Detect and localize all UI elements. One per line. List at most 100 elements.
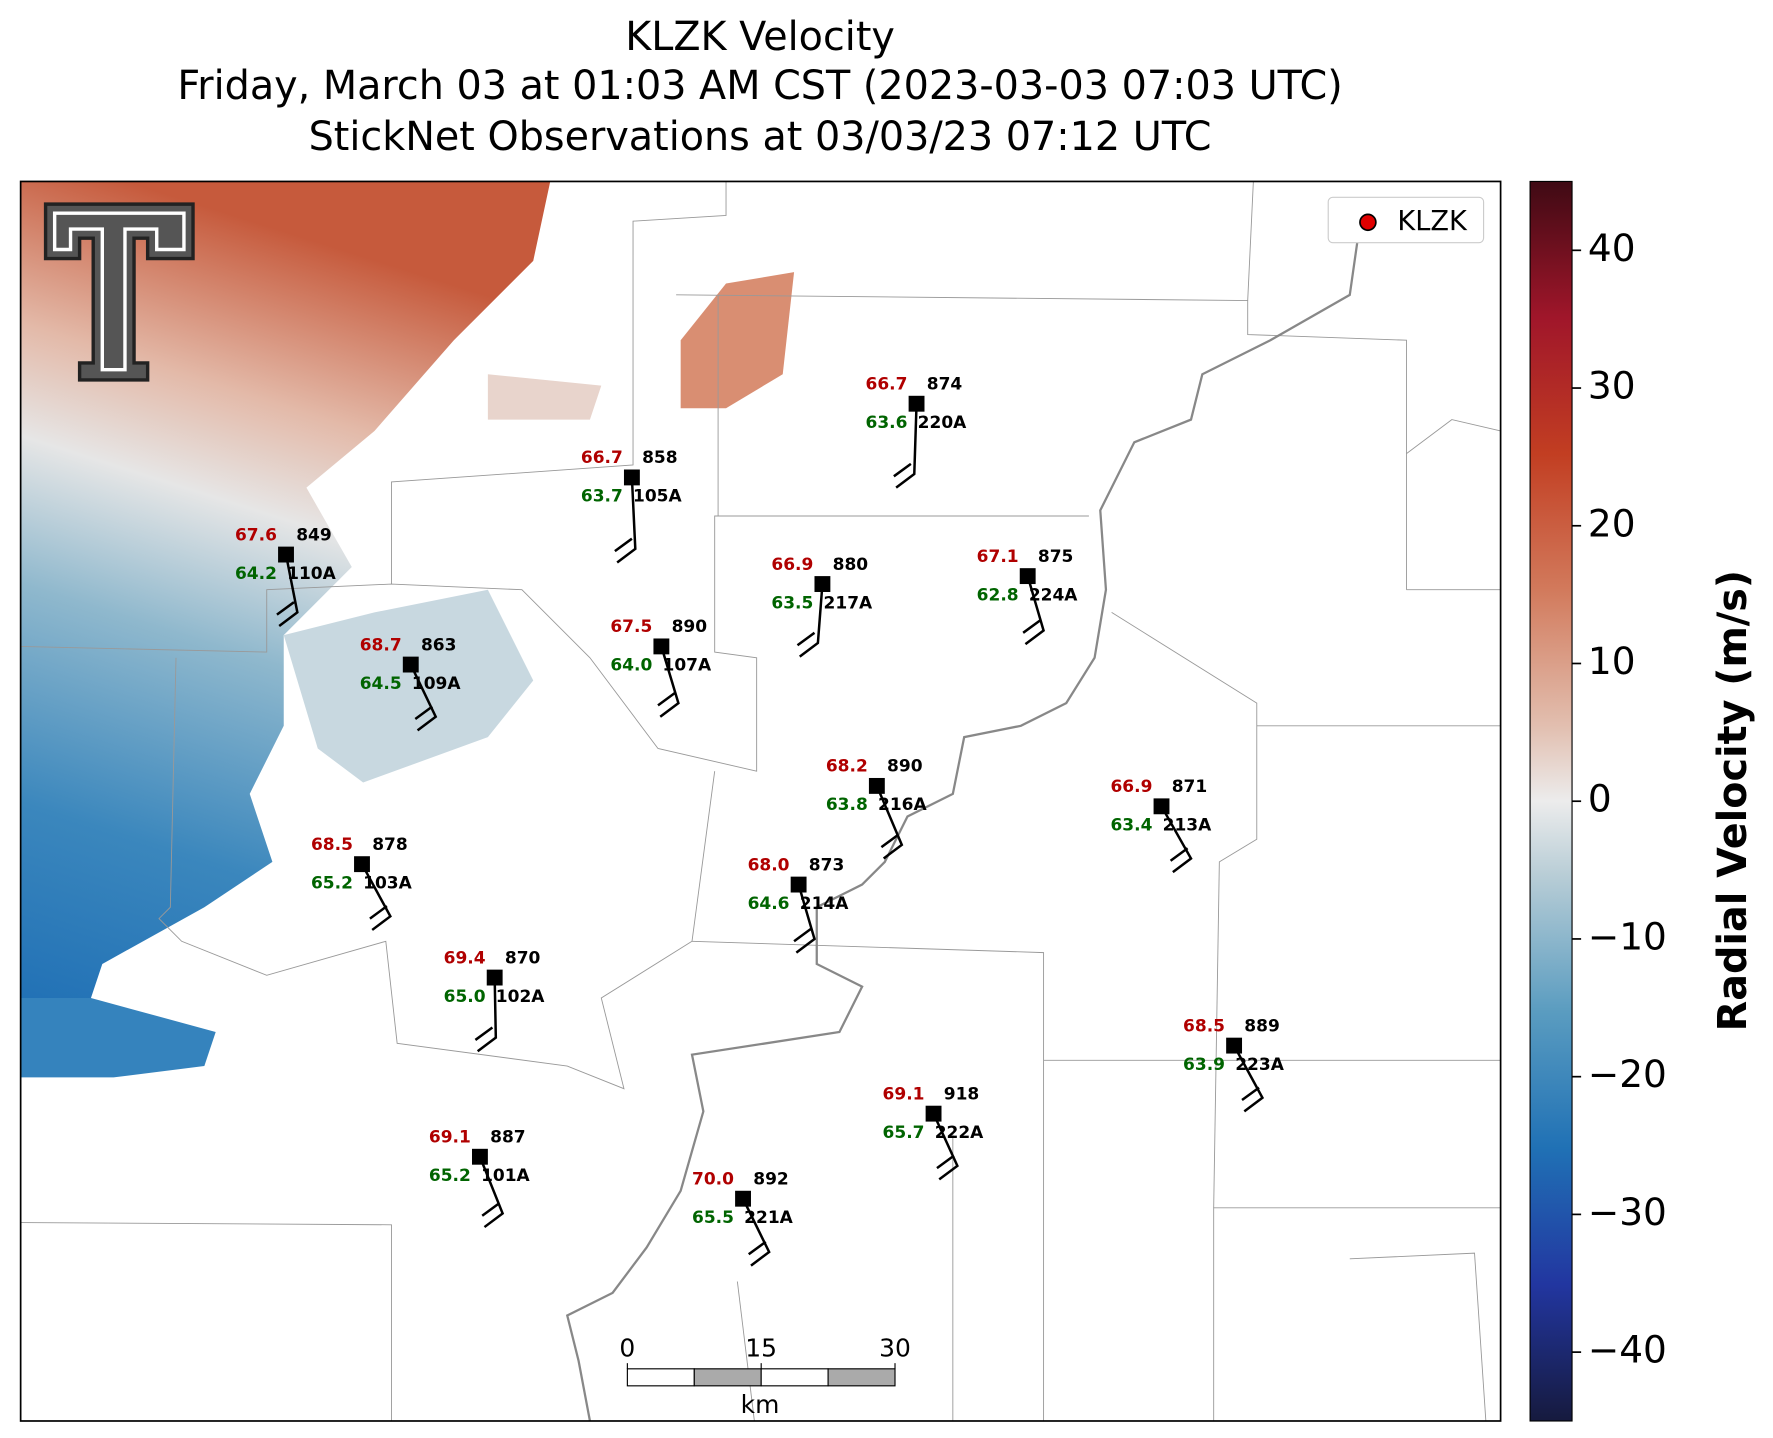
colorbar-tick-label: 0 xyxy=(1588,777,1612,821)
temperature: 66.9 xyxy=(771,555,813,575)
dewpoint: 63.8 xyxy=(826,795,868,815)
station-id: 216A xyxy=(878,795,927,815)
subtitle: StickNet Observations at 03/03/23 07:12 … xyxy=(309,114,1212,160)
temperature: 68.7 xyxy=(360,635,402,655)
station-id: 103A xyxy=(363,873,412,893)
dewpoint: 65.5 xyxy=(692,1208,734,1228)
pressure: 890 xyxy=(887,757,923,777)
scale-tick-label: 30 xyxy=(879,1334,911,1363)
station-marker xyxy=(471,1148,488,1165)
echo-area xyxy=(680,272,795,409)
dewpoint: 65.7 xyxy=(883,1123,925,1143)
pressure: 874 xyxy=(927,374,963,394)
station-marker xyxy=(868,777,885,794)
wind-barb xyxy=(1232,1045,1265,1113)
logo xyxy=(43,202,195,382)
wind-barb xyxy=(741,1198,771,1267)
colorbar-tick-label: −30 xyxy=(1588,1190,1667,1234)
pressure: 870 xyxy=(505,948,541,968)
temperature: 69.1 xyxy=(883,1084,925,1104)
temperature: 67.5 xyxy=(610,617,652,637)
title: KLZK Velocity xyxy=(625,14,895,60)
legend: KLZK xyxy=(1327,196,1485,244)
pressure: 858 xyxy=(642,448,678,468)
colorbar-tick-label: 30 xyxy=(1588,364,1636,408)
pressure: 892 xyxy=(753,1169,789,1189)
dewpoint: 65.2 xyxy=(311,873,353,893)
wind-barb xyxy=(893,403,918,489)
temperature: 70.0 xyxy=(692,1169,734,1189)
pressure: 849 xyxy=(296,525,331,545)
wind-barb xyxy=(657,646,680,718)
temperature: 67.1 xyxy=(977,547,1019,567)
station-marker xyxy=(402,656,419,673)
scale-segment xyxy=(693,1368,762,1387)
legend-marker xyxy=(1359,213,1377,232)
colorbar-tick-label: 20 xyxy=(1588,501,1636,545)
station-marker xyxy=(1153,798,1170,815)
pressure: 871 xyxy=(1172,777,1208,797)
station-id: 102A xyxy=(496,987,545,1007)
colorbar-tick-label: −40 xyxy=(1588,1328,1667,1372)
scale-segment xyxy=(760,1368,829,1387)
station-marker xyxy=(908,395,925,412)
dewpoint: 64.5 xyxy=(360,674,402,694)
temperature: 67.6 xyxy=(235,525,277,545)
dewpoint: 63.9 xyxy=(1183,1055,1225,1075)
temperature: 68.0 xyxy=(748,855,790,875)
colorbar-tick-label: 40 xyxy=(1588,226,1636,270)
pressure: 878 xyxy=(372,835,408,855)
pressure: 863 xyxy=(421,635,457,655)
temperature: 68.5 xyxy=(311,835,353,855)
station-id: 214A xyxy=(800,894,849,914)
station-marker xyxy=(1226,1037,1243,1054)
dewpoint: 63.7 xyxy=(581,487,623,507)
legend-label: KLZK xyxy=(1397,206,1468,237)
scale-segment xyxy=(827,1368,896,1387)
dewpoint: 65.0 xyxy=(444,987,486,1007)
temperature: 68.5 xyxy=(1183,1016,1225,1036)
scale-tick-label: 15 xyxy=(745,1334,777,1363)
station-id: 213A xyxy=(1163,816,1212,836)
colorbar-tick-label: −10 xyxy=(1588,914,1667,958)
wind-barb xyxy=(478,1156,505,1229)
temperature: 66.7 xyxy=(581,448,623,468)
station-marker xyxy=(653,638,670,655)
wind-barb xyxy=(360,863,392,931)
temperature: 69.1 xyxy=(429,1127,471,1147)
dewpoint: 63.5 xyxy=(771,593,813,613)
station-id: 105A xyxy=(633,487,682,507)
pressure: 875 xyxy=(1038,547,1074,567)
wind-barb xyxy=(614,477,637,564)
station-marker xyxy=(1019,568,1036,585)
station-marker xyxy=(925,1105,942,1122)
station-marker xyxy=(278,546,294,563)
temperature: 68.2 xyxy=(826,757,868,777)
station-marker xyxy=(354,856,370,873)
station-id: 220A xyxy=(918,413,967,433)
scale-tick-label: 0 xyxy=(619,1334,635,1363)
pressure: 873 xyxy=(809,855,845,875)
wind-barb xyxy=(1160,805,1193,874)
station-id: 107A xyxy=(663,656,712,676)
colorbar-tick-label: −20 xyxy=(1588,1052,1667,1096)
wind-barb xyxy=(276,554,299,628)
wind-barb xyxy=(474,977,498,1053)
station-marker xyxy=(735,1190,751,1207)
legend-box xyxy=(1327,196,1485,244)
dewpoint: 63.6 xyxy=(866,413,908,433)
pressure: 889 xyxy=(1244,1016,1280,1036)
subtitle: Friday, March 03 at 01:03 AM CST (2023-0… xyxy=(177,63,1342,109)
colorbar-label: Radial Velocity (m/s) xyxy=(1710,570,1756,1031)
station-id: 223A xyxy=(1235,1055,1284,1075)
wind-barb xyxy=(875,785,904,860)
pressure: 918 xyxy=(944,1084,980,1104)
county-lines xyxy=(20,181,1501,1421)
pressure: 880 xyxy=(833,555,869,575)
station-id: 221A xyxy=(744,1208,793,1228)
station-id: 101A xyxy=(481,1166,530,1186)
wind-barb xyxy=(409,664,438,732)
temperature: 69.4 xyxy=(444,948,486,968)
temperature: 66.9 xyxy=(1110,777,1152,797)
